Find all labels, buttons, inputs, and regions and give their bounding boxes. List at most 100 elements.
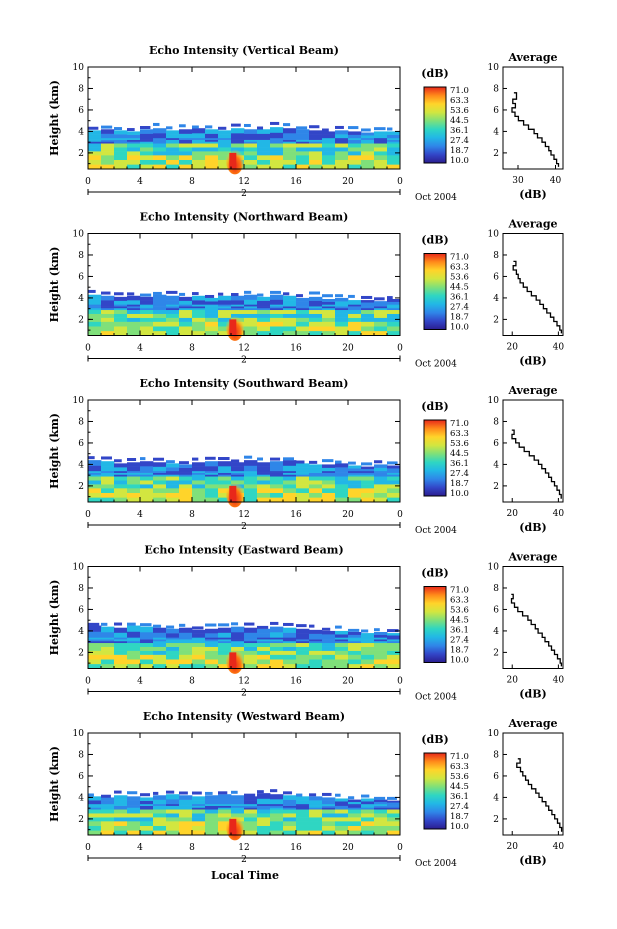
echo-cell xyxy=(335,472,349,475)
echo-cell xyxy=(387,640,401,644)
x-tick-label: 0 xyxy=(85,344,91,354)
echo-fringe xyxy=(231,459,240,463)
echo-fringe xyxy=(283,622,294,626)
echo-fringe xyxy=(179,124,186,128)
x-tick-label: 0 xyxy=(397,177,403,187)
echo-cell xyxy=(127,663,141,669)
y-tick-label: 8 xyxy=(78,584,84,594)
echo-cell xyxy=(361,304,375,307)
echo-cell xyxy=(322,640,336,644)
echo-cell xyxy=(127,817,141,822)
echo-cell xyxy=(283,295,297,301)
echo-cell xyxy=(205,129,219,134)
echo-cell xyxy=(257,633,271,638)
echo-cell xyxy=(205,159,219,165)
echo-cell xyxy=(140,317,154,322)
echo-cell xyxy=(205,297,219,302)
echo-cell xyxy=(179,803,193,806)
echo-fringe xyxy=(114,622,123,626)
echo-cell xyxy=(205,654,219,660)
echo-cell xyxy=(270,805,284,808)
echo-cell xyxy=(231,466,245,472)
echo-cell xyxy=(127,492,141,498)
echo-cell xyxy=(387,807,401,810)
echo-cell xyxy=(101,159,115,165)
echo-cell xyxy=(231,295,245,301)
echo-cell xyxy=(257,628,271,634)
colorbar-tick-label: 63.3 xyxy=(450,429,469,439)
echo-cell xyxy=(257,488,271,493)
echo-cell xyxy=(101,306,115,309)
echo-fringe xyxy=(166,290,178,294)
echo-cell xyxy=(322,298,336,302)
echo-cell xyxy=(361,300,375,303)
echo-cell xyxy=(179,464,193,468)
echo-cell xyxy=(387,805,401,808)
echo-cell xyxy=(270,794,284,800)
echo-cell xyxy=(348,143,362,148)
echo-fringe xyxy=(283,123,291,127)
echo-cell xyxy=(114,805,128,808)
echo-cell xyxy=(166,472,180,475)
profile-x-tick-label: 40 xyxy=(553,842,565,852)
echo-fringe xyxy=(257,625,269,629)
echo-cell xyxy=(387,309,401,314)
echo-cell xyxy=(296,807,310,810)
echo-cell xyxy=(166,321,180,327)
echo-cell xyxy=(231,306,245,309)
echo-cell xyxy=(244,147,258,152)
echo-cell xyxy=(244,465,258,472)
echo-cell xyxy=(309,326,323,332)
echo-cell xyxy=(179,642,193,647)
echo-cell xyxy=(270,626,284,633)
echo-cell xyxy=(244,155,258,160)
echo-cell xyxy=(166,650,180,655)
echo-cell xyxy=(166,474,180,477)
profile-frame xyxy=(502,233,564,336)
echo-cell xyxy=(88,488,102,493)
echo-cell xyxy=(387,470,401,473)
echo-cell xyxy=(218,663,232,669)
echo-cell xyxy=(387,817,401,822)
echo-fringe xyxy=(205,125,213,129)
echo-cell xyxy=(296,155,310,160)
echo-cell xyxy=(270,654,284,660)
echo-cell xyxy=(153,299,167,305)
echo-cell xyxy=(114,130,128,135)
echo-cell xyxy=(361,650,375,655)
profile-title: Average xyxy=(507,218,557,231)
echo-cell xyxy=(127,472,141,475)
echo-fringe xyxy=(231,622,239,626)
echo-cell xyxy=(361,635,375,638)
echo-cell xyxy=(348,164,362,170)
echo-cell xyxy=(322,131,336,135)
echo-cell xyxy=(374,830,388,836)
echo-cell xyxy=(309,663,323,669)
echo-cell xyxy=(205,637,219,640)
echo-cell xyxy=(387,134,401,139)
x-tick-label: 0 xyxy=(397,344,403,354)
echo-cell xyxy=(101,830,115,836)
echo-cell xyxy=(192,809,206,814)
panel-title: Echo Intensity (Eastward Beam) xyxy=(144,544,343,557)
echo-cell xyxy=(179,164,193,170)
x-tick-label: 0 xyxy=(397,510,403,520)
echo-cell xyxy=(114,813,128,818)
echo-cell xyxy=(322,497,336,503)
echo-cell xyxy=(114,807,128,810)
echo-cell xyxy=(114,663,128,669)
echo-cell xyxy=(192,646,206,651)
echo-cell xyxy=(335,141,349,144)
echo-cell xyxy=(101,474,115,477)
echo-cell xyxy=(153,646,167,651)
echo-cell xyxy=(205,659,219,665)
day-label: 2 xyxy=(241,689,247,699)
echo-cell xyxy=(361,488,375,493)
colorbar-tick-label: 36.1 xyxy=(450,293,469,303)
echo-cell xyxy=(101,141,115,144)
echo-fringe xyxy=(244,793,256,797)
echo-cell xyxy=(270,476,284,481)
echo-cell xyxy=(244,330,258,336)
colorbar xyxy=(423,253,447,330)
echo-cell xyxy=(166,639,180,642)
